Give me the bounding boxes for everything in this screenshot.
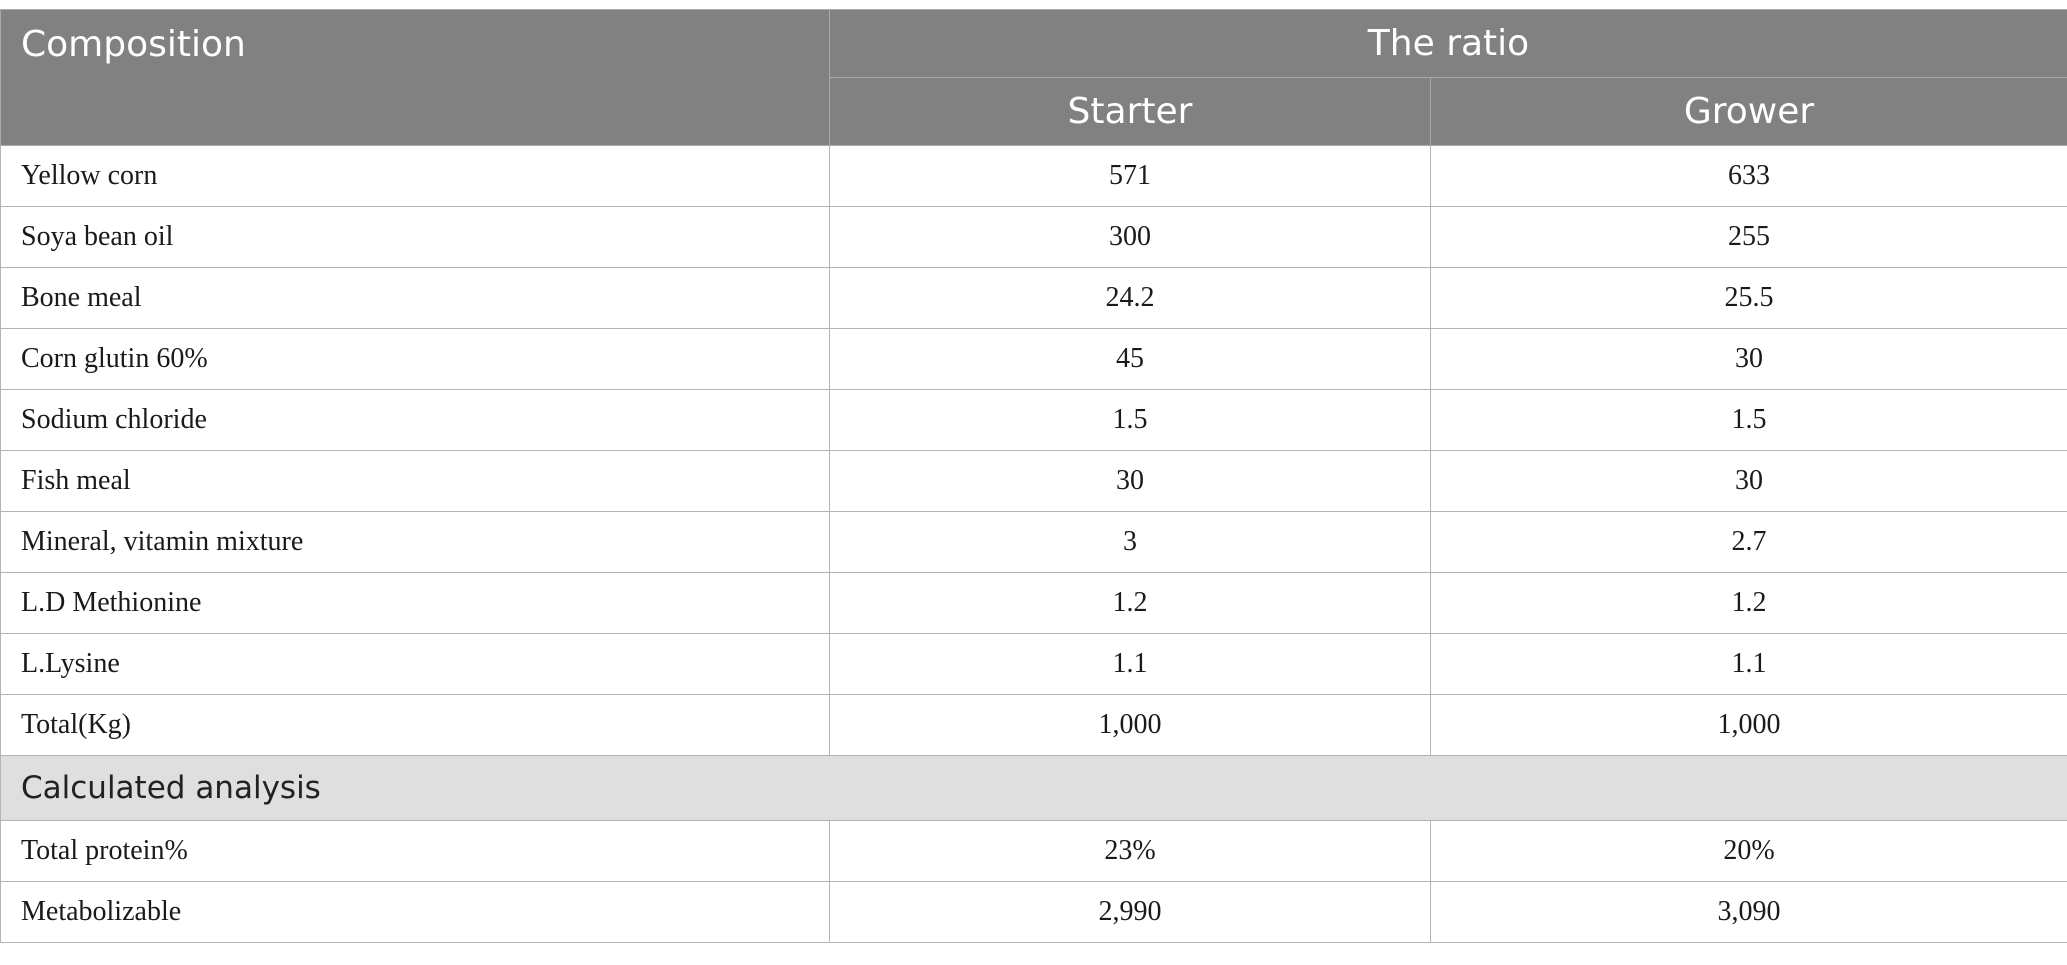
table-row: Corn glutin 60% 45 30 [0,328,2067,390]
starter-value: 45 [829,328,1431,390]
starter-value: 3 [829,511,1431,573]
header-grower: Grower [1430,77,2067,146]
table-row: Metabolizable 2,990 3,090 [0,881,2067,943]
row-label: Yellow corn [0,145,830,207]
grower-value: 25.5 [1430,267,2067,329]
grower-value: 20% [1430,820,2067,882]
grower-value: 633 [1430,145,2067,207]
header-composition: Composition [0,9,830,146]
grower-value: 3,090 [1430,881,2067,943]
row-label: Corn glutin 60% [0,328,830,390]
row-label: Sodium chloride [0,389,830,451]
starter-value: 24.2 [829,267,1431,329]
table-row-total: Total(Kg) 1,000 1,000 [0,694,2067,756]
table-row: L.Lysine 1.1 1.1 [0,633,2067,695]
table-row: Bone meal 24.2 25.5 [0,267,2067,329]
starter-value: 1,000 [829,694,1431,756]
table-row: Fish meal 30 30 [0,450,2067,512]
row-label: L.D Methionine [0,572,830,634]
starter-value: 23% [829,820,1431,882]
header-row-2: Starter Grower [1,77,2067,146]
grower-value: 30 [1430,328,2067,390]
grower-value: 1.2 [1430,572,2067,634]
header-ratio: The ratio [829,9,2067,78]
grower-value: 2.7 [1430,511,2067,573]
starter-value: 1.1 [829,633,1431,695]
table-row: L.D Methionine 1.2 1.2 [0,572,2067,634]
row-label: Soya bean oil [0,206,830,268]
starter-value: 30 [829,450,1431,512]
row-label: L.Lysine [0,633,830,695]
grower-value: 1.1 [1430,633,2067,695]
grower-value: 1.5 [1430,389,2067,451]
section-row: Calculated analysis [0,755,2067,821]
table-row: Total protein% 23% 20% [0,820,2067,882]
row-label: Mineral, vitamin mixture [0,511,830,573]
table-header: Composition The ratio Starter Grower [0,9,2067,146]
header-starter: Starter [829,77,1431,146]
table-row: Yellow corn 571 633 [0,145,2067,207]
starter-value: 2,990 [829,881,1431,943]
starter-value: 1.2 [829,572,1431,634]
header-row-1: Composition The ratio [0,9,2067,146]
table-row: Mineral, vitamin mixture 3 2.7 [0,511,2067,573]
table-row: Soya bean oil 300 255 [0,206,2067,268]
starter-value: 1.5 [829,389,1431,451]
grower-value: 255 [1430,206,2067,268]
section-title: Calculated analysis [0,755,2067,821]
row-label: Bone meal [0,267,830,329]
feed-composition-table-container: Composition The ratio Starter Grower Yel… [0,9,2067,943]
row-label: Total(Kg) [0,694,830,756]
table-row: Sodium chloride 1.5 1.5 [0,389,2067,451]
starter-value: 571 [829,145,1431,207]
row-label: Metabolizable [0,881,830,943]
grower-value: 1,000 [1430,694,2067,756]
table-body: Yellow corn 571 633 Soya bean oil 300 25… [0,145,2067,943]
row-label: Fish meal [0,450,830,512]
feed-composition-table: Composition The ratio Starter Grower Yel… [0,9,2067,943]
starter-value: 300 [829,206,1431,268]
row-label: Total protein% [0,820,830,882]
grower-value: 30 [1430,450,2067,512]
